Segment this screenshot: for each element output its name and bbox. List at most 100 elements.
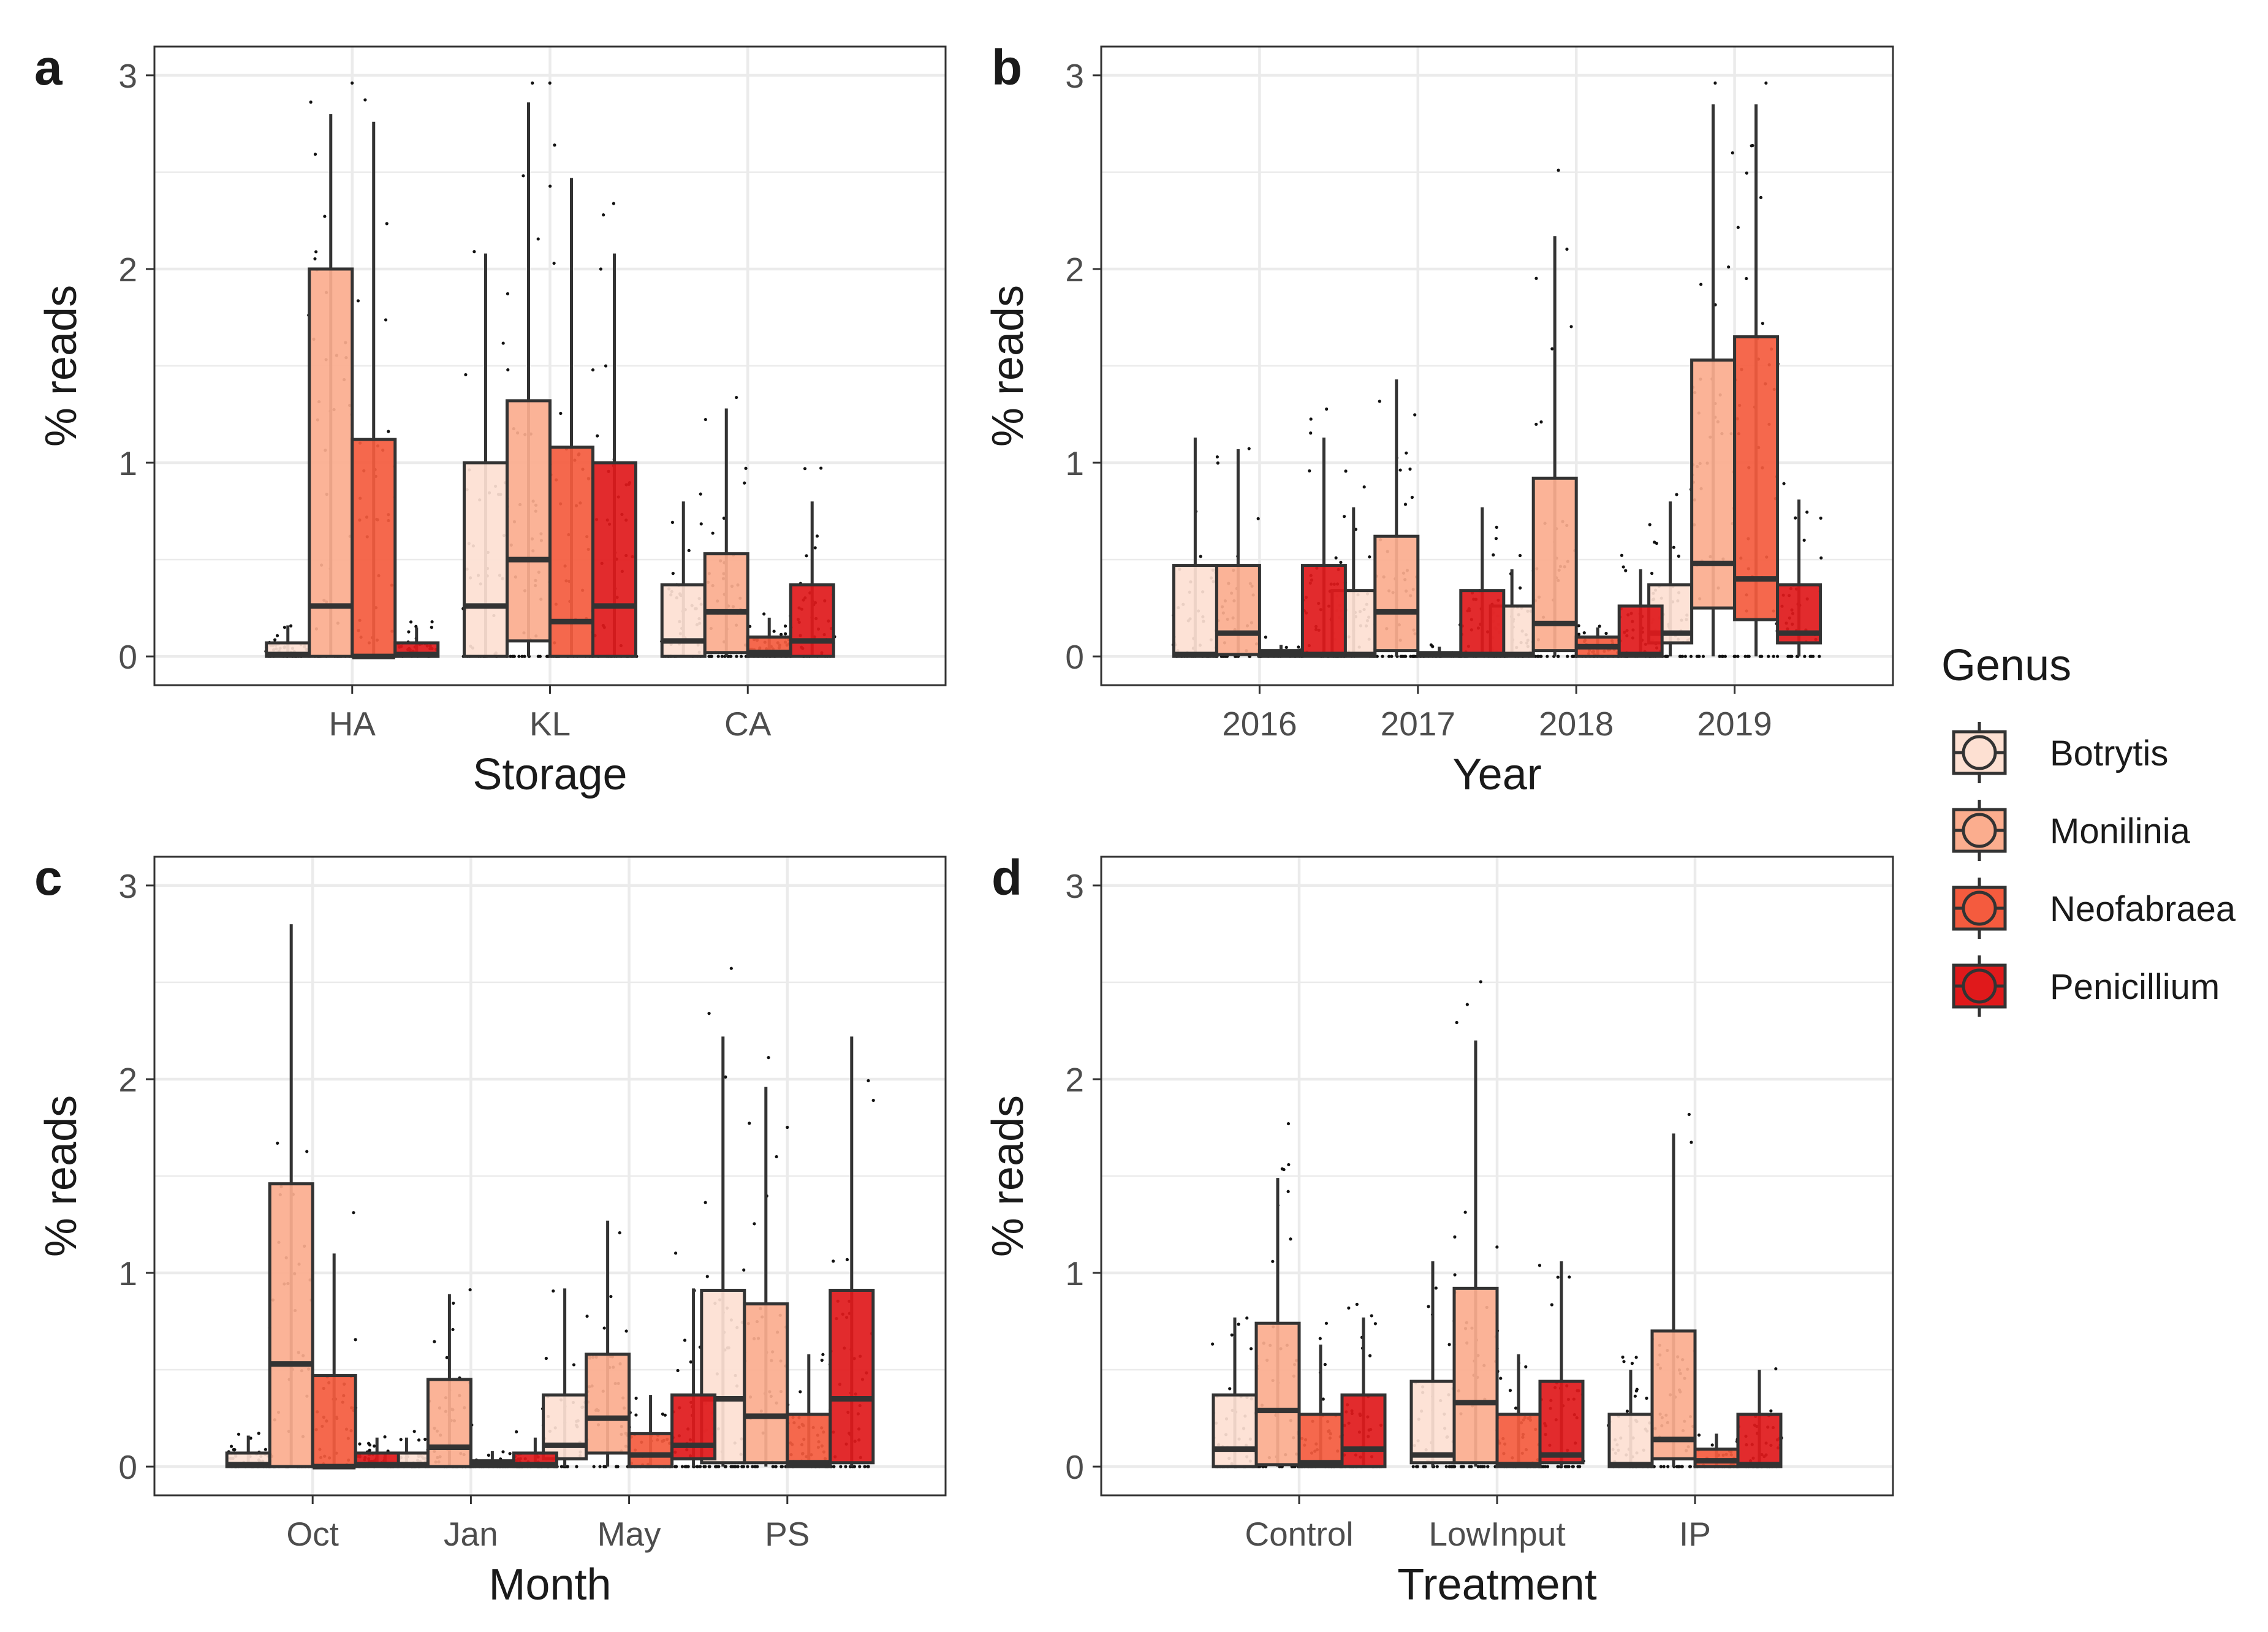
box-body	[463, 461, 509, 658]
sample-point	[743, 481, 746, 485]
y-axis-title: % reads	[984, 285, 1033, 447]
panel-b: 0 1 2 3 2016 2017 2018 2019 Year % reads b	[984, 40, 1894, 799]
sample-point	[596, 434, 599, 438]
sample-point	[1683, 655, 1687, 658]
sample-point	[1459, 1465, 1463, 1468]
legend-label: Penicillium	[2050, 967, 2220, 1007]
box-penicillium-ps	[829, 1036, 875, 1467]
sample-point	[1495, 525, 1498, 529]
panel-c: 0 1 2 3 Oct Jan May PS Month % reads c	[34, 850, 947, 1609]
sample-point	[1494, 537, 1498, 541]
sample-point	[1648, 523, 1652, 526]
sample-point	[1564, 1465, 1568, 1468]
sample-point	[407, 630, 411, 634]
box-body	[1693, 1448, 1740, 1468]
sample-point	[309, 101, 313, 104]
sample-point	[575, 1465, 578, 1468]
sample-point	[1819, 516, 1822, 520]
x-tick-label: Oct	[286, 1515, 339, 1553]
sample-point	[1630, 1362, 1634, 1365]
sample-point	[1499, 1376, 1503, 1380]
box-monilinia-control	[1254, 1178, 1301, 1467]
sample-point	[1557, 169, 1560, 172]
sample-point	[366, 1441, 371, 1445]
sample-point	[553, 143, 556, 147]
sample-point	[670, 520, 675, 524]
box-body	[829, 1288, 875, 1465]
sample-point	[358, 1442, 362, 1446]
sample-point	[1758, 655, 1762, 658]
sample-point	[773, 1465, 778, 1468]
sample-point	[1577, 632, 1581, 636]
sample-point	[1819, 556, 1823, 560]
sample-point	[472, 250, 476, 254]
sample-point	[352, 1211, 355, 1215]
sample-point	[356, 299, 360, 303]
sample-point	[740, 655, 743, 658]
sample-point	[1688, 1465, 1692, 1468]
sample-point	[1427, 1305, 1430, 1308]
sample-point	[1479, 1465, 1482, 1468]
sample-point	[354, 1338, 357, 1342]
sample-point	[852, 1465, 857, 1468]
box-monilinia-2018	[1531, 236, 1578, 657]
sample-point	[1620, 553, 1624, 557]
sample-point	[612, 202, 615, 205]
sample-point	[591, 368, 595, 372]
sample-point	[1774, 1367, 1778, 1371]
sample-point	[399, 1438, 403, 1441]
sample-point	[673, 1251, 678, 1255]
box-monilinia-ha	[308, 114, 354, 658]
sample-point	[1230, 1333, 1234, 1337]
sample-point	[602, 1326, 606, 1330]
box-botrytis-2016	[1172, 437, 1218, 658]
sample-point	[1723, 655, 1727, 658]
sample-point	[599, 267, 602, 271]
box-botrytis-ps	[700, 1036, 746, 1467]
box-body	[786, 1413, 832, 1468]
sample-point	[671, 572, 675, 575]
box-monilinia-lowinput	[1452, 1040, 1499, 1467]
x-axis-title: Storage	[472, 750, 627, 799]
sample-point	[1334, 556, 1338, 560]
panel-letter: a	[34, 40, 63, 96]
sample-point	[1811, 655, 1815, 658]
box-body	[703, 552, 749, 655]
boxes	[1212, 1040, 1783, 1468]
sample-point	[1731, 151, 1734, 155]
sample-point	[748, 1122, 751, 1125]
sample-point	[722, 516, 726, 520]
box-botrytis-ca	[660, 501, 707, 658]
sample-point	[1280, 1167, 1284, 1171]
sample-point	[1245, 1316, 1249, 1320]
sample-point	[707, 1465, 711, 1468]
legend-key-point	[1962, 890, 1997, 926]
sample-point	[423, 1437, 427, 1441]
sample-point	[604, 364, 608, 368]
sample-point	[736, 1465, 740, 1468]
sample-point	[1775, 655, 1780, 658]
sample-point	[1539, 655, 1543, 658]
sample-point	[615, 1465, 618, 1468]
y-tick-label: 2	[1065, 1061, 1084, 1099]
sample-point	[1550, 1303, 1553, 1307]
box-neofabraea-ip	[1693, 1433, 1740, 1468]
sample-point	[1566, 655, 1569, 658]
legend-label: Neofabraea	[2050, 889, 2236, 929]
box-monilinia-2017	[1373, 379, 1420, 657]
x-tick-label: 2017	[1381, 705, 1455, 743]
box-body	[789, 583, 835, 658]
box-monilinia-jan	[426, 1294, 472, 1468]
sample-point	[1347, 1306, 1351, 1310]
sample-point	[729, 655, 733, 658]
box-monilinia-2016	[1215, 449, 1261, 657]
sample-point	[1568, 1275, 1571, 1279]
sample-point	[323, 214, 327, 218]
sample-point	[1323, 1362, 1327, 1367]
sample-point	[351, 81, 354, 85]
box-penicillium-ca	[789, 501, 835, 658]
sample-point	[1697, 655, 1701, 658]
sample-point	[1546, 1465, 1550, 1468]
legend-key-neofabraea	[1952, 878, 2007, 939]
